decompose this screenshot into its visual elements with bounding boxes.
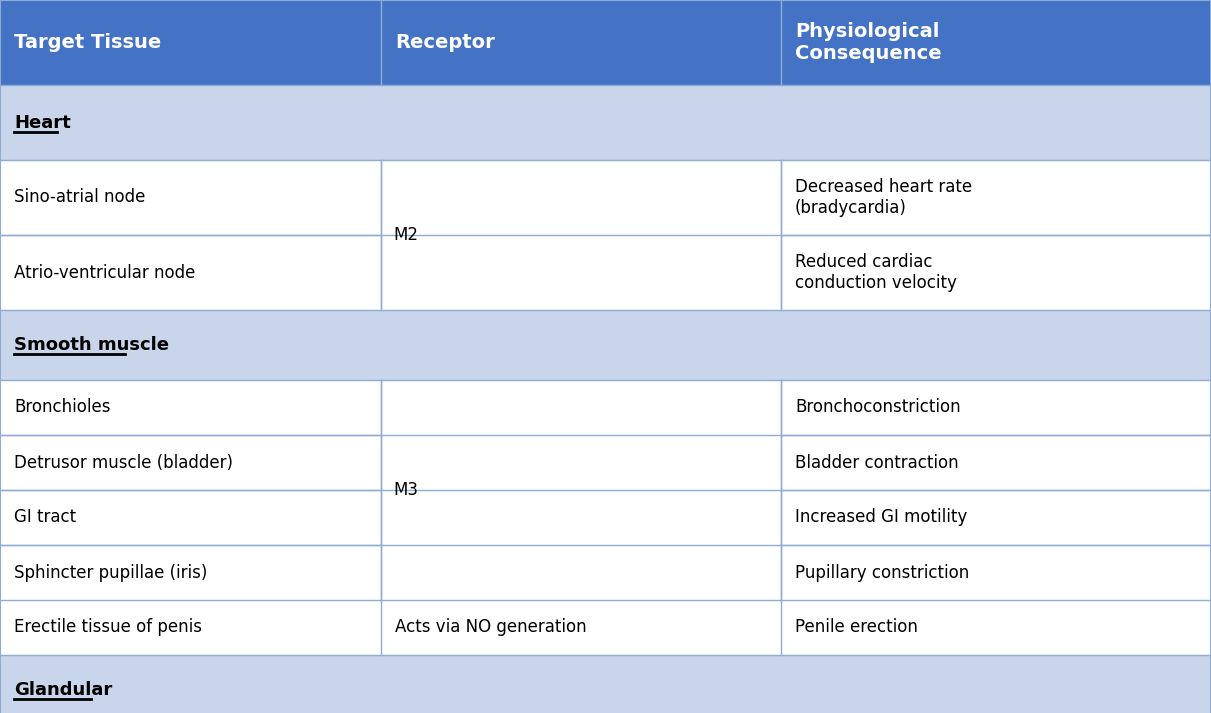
Bar: [381, 380, 781, 600]
Text: Acts via NO generation: Acts via NO generation: [396, 618, 587, 637]
Text: Pupillary constriction: Pupillary constriction: [796, 563, 969, 582]
Text: Decreased heart rate
(bradycardia): Decreased heart rate (bradycardia): [796, 178, 972, 217]
Text: Glandular: Glandular: [15, 681, 113, 699]
Bar: [0, 310, 1211, 380]
Text: Physiological
Consequence: Physiological Consequence: [796, 22, 942, 63]
Text: Receptor: Receptor: [396, 33, 495, 52]
Text: Penile erection: Penile erection: [796, 618, 918, 637]
Bar: [0, 0, 1211, 85]
Text: GI tract: GI tract: [15, 508, 76, 526]
Bar: [0, 490, 1211, 545]
Bar: [0, 600, 1211, 655]
Text: Target Tissue: Target Tissue: [15, 33, 161, 52]
Text: Increased GI motility: Increased GI motility: [796, 508, 968, 526]
Bar: [0, 545, 1211, 600]
Text: Bronchioles: Bronchioles: [15, 399, 110, 416]
Text: M2: M2: [394, 226, 419, 244]
Text: Sphincter pupillae (iris): Sphincter pupillae (iris): [15, 563, 207, 582]
Text: Reduced cardiac
conduction velocity: Reduced cardiac conduction velocity: [796, 253, 957, 292]
Bar: [0, 235, 1211, 310]
Text: M3: M3: [394, 481, 419, 499]
Text: Detrusor muscle (bladder): Detrusor muscle (bladder): [15, 453, 233, 471]
Bar: [0, 85, 1211, 160]
Text: Bronchoconstriction: Bronchoconstriction: [796, 399, 960, 416]
Text: Smooth muscle: Smooth muscle: [15, 336, 170, 354]
Bar: [381, 160, 781, 310]
Text: Bladder contraction: Bladder contraction: [796, 453, 959, 471]
Bar: [0, 435, 1211, 490]
Bar: [0, 160, 1211, 235]
Bar: [0, 380, 1211, 435]
Text: Erectile tissue of penis: Erectile tissue of penis: [15, 618, 202, 637]
Bar: [0, 655, 1211, 713]
Text: Sino-atrial node: Sino-atrial node: [15, 188, 145, 207]
Text: Heart: Heart: [15, 113, 70, 131]
Text: Atrio-ventricular node: Atrio-ventricular node: [15, 264, 195, 282]
